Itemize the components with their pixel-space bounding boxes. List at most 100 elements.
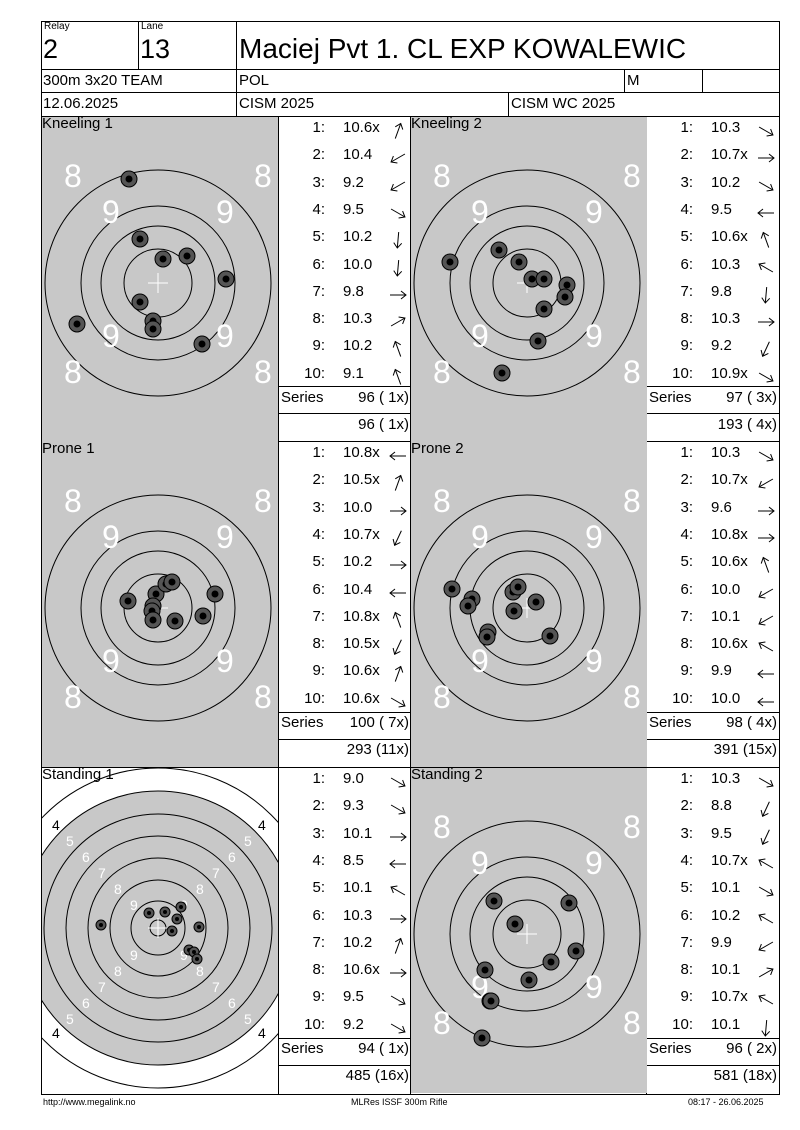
shot-hole <box>493 364 511 382</box>
series-label: Series <box>281 1040 324 1057</box>
shot-row: 7: 9.8 <box>647 283 777 310</box>
shot-row: 9: 10.6x <box>279 662 409 689</box>
svg-text:5: 5 <box>66 1011 74 1027</box>
series-label: Series <box>649 1040 692 1057</box>
target-5: 444455556666777788889999 <box>42 768 278 1093</box>
shot-value: 10.7x <box>711 471 748 489</box>
shot-row: 3: 9.6 <box>647 499 777 526</box>
ring-number: 8 <box>623 1005 641 1041</box>
shot-hole <box>509 578 527 596</box>
shot-hole <box>542 953 560 971</box>
direction-arrow-icon <box>390 995 406 1006</box>
shot-row: 10: 10.6x <box>279 690 409 717</box>
shot-value: 10.7x <box>343 525 380 543</box>
shot-hole <box>217 270 235 288</box>
shot-value: 9.8 <box>711 282 732 300</box>
shot-hole <box>556 288 574 306</box>
shot-row: 6: 10.3 <box>647 256 777 283</box>
direction-arrow-icon <box>757 670 774 679</box>
series-label: Series <box>649 389 692 406</box>
panel-title: Prone 2 <box>411 440 464 457</box>
shot-value: 10.8x <box>343 444 380 461</box>
direction-arrow-icon <box>758 886 774 897</box>
shot-number: 6: <box>680 255 693 273</box>
cumulative-total: 193 ( 4x) <box>717 416 777 433</box>
shot-value: 10.1 <box>343 824 373 842</box>
ring-number: 9 <box>471 194 489 230</box>
shot-row: 10: 10.9x <box>647 365 777 392</box>
ring-number: 8 <box>623 809 641 845</box>
direction-arrow-icon <box>758 913 774 923</box>
shot-row: 1: 10.3 <box>647 119 777 146</box>
footer-timestamp: 08:17 - 26.06.2025 <box>688 1097 764 1107</box>
direction-arrow-icon <box>390 777 406 788</box>
shot-number: 1: <box>680 444 693 461</box>
shot-number: 1: <box>680 770 693 787</box>
shot-hole <box>476 961 494 979</box>
shot-hole <box>68 315 86 333</box>
cumulative-total: 293 (11x) <box>346 741 409 758</box>
target-face: 8 88 89 99 9 <box>411 117 647 442</box>
ring-number: 9 <box>102 643 120 679</box>
shot-number: 8: <box>680 310 693 328</box>
ring-number: 8 <box>64 354 82 390</box>
shot-value: 10.6x <box>711 228 748 246</box>
shot-number: 3: <box>680 173 693 191</box>
shot-value: 10.4 <box>343 580 373 598</box>
ring-number: 8 <box>433 1005 451 1041</box>
ring-number: 9 <box>585 194 603 230</box>
shot-number: 8: <box>680 961 693 979</box>
svg-text:4: 4 <box>52 1025 60 1041</box>
shot-value: 10.1 <box>711 607 741 625</box>
shot-hole <box>178 247 196 265</box>
direction-arrow-icon <box>758 451 774 462</box>
ring-number: 8 <box>254 483 272 519</box>
panel-title: Standing 1 <box>42 766 114 783</box>
shot-hole <box>144 611 162 629</box>
shot-value: 10.6x <box>343 689 380 707</box>
shot-number: 2: <box>680 471 693 489</box>
shot-row: 4: 9.5 <box>279 201 409 228</box>
shot-number: 1: <box>312 770 325 787</box>
direction-arrow-icon <box>758 858 774 869</box>
shot-row: 3: 10.2 <box>647 174 777 201</box>
shot-number: 8: <box>312 310 325 328</box>
shot-row: 9: 10.2 <box>279 337 409 364</box>
shot-hole <box>478 628 496 646</box>
shot-value: 10.0 <box>711 580 741 598</box>
svg-text:7: 7 <box>98 865 106 881</box>
shot-value: 9.2 <box>343 173 364 191</box>
shot-number: 2: <box>680 797 693 815</box>
shot-value: 10.6x <box>711 553 748 571</box>
shot-value: 10.2 <box>343 553 373 571</box>
shot-number: 2: <box>680 146 693 164</box>
shot-hole <box>560 894 578 912</box>
direction-arrow-icon <box>760 801 770 818</box>
ring-number: 8 <box>254 158 272 194</box>
shot-row: 1: 10.8x <box>279 444 409 471</box>
panel-title: Kneeling 1 <box>42 115 113 132</box>
shot-hole <box>166 925 178 937</box>
shot-hole <box>159 906 171 918</box>
shot-row: 10: 10.1 <box>647 1016 777 1043</box>
shot-value: 10.8x <box>711 525 748 543</box>
panel-title: Standing 2 <box>411 766 483 783</box>
shot-hole <box>443 580 461 598</box>
panel-title: Kneeling 2 <box>411 115 482 132</box>
direction-arrow-icon <box>390 560 407 570</box>
shot-number: 2: <box>312 471 325 489</box>
ring-number: 9 <box>585 643 603 679</box>
shot-value: 10.6x <box>711 635 748 653</box>
direction-arrow-icon <box>392 639 402 656</box>
direction-arrow-icon <box>389 451 406 461</box>
shot-row: 3: 9.2 <box>279 174 409 201</box>
shot-row: 7: 9.8 <box>279 283 409 310</box>
direction-arrow-icon <box>390 804 406 815</box>
direction-arrow-icon <box>761 1019 771 1037</box>
shot-value: 10.3 <box>711 770 741 787</box>
direction-arrow-icon <box>390 506 407 515</box>
svg-text:4: 4 <box>258 817 266 833</box>
ring-number: 8 <box>433 483 451 519</box>
competition-series: CISM WC 2025 <box>511 95 616 112</box>
shot-number: 6: <box>312 580 325 598</box>
